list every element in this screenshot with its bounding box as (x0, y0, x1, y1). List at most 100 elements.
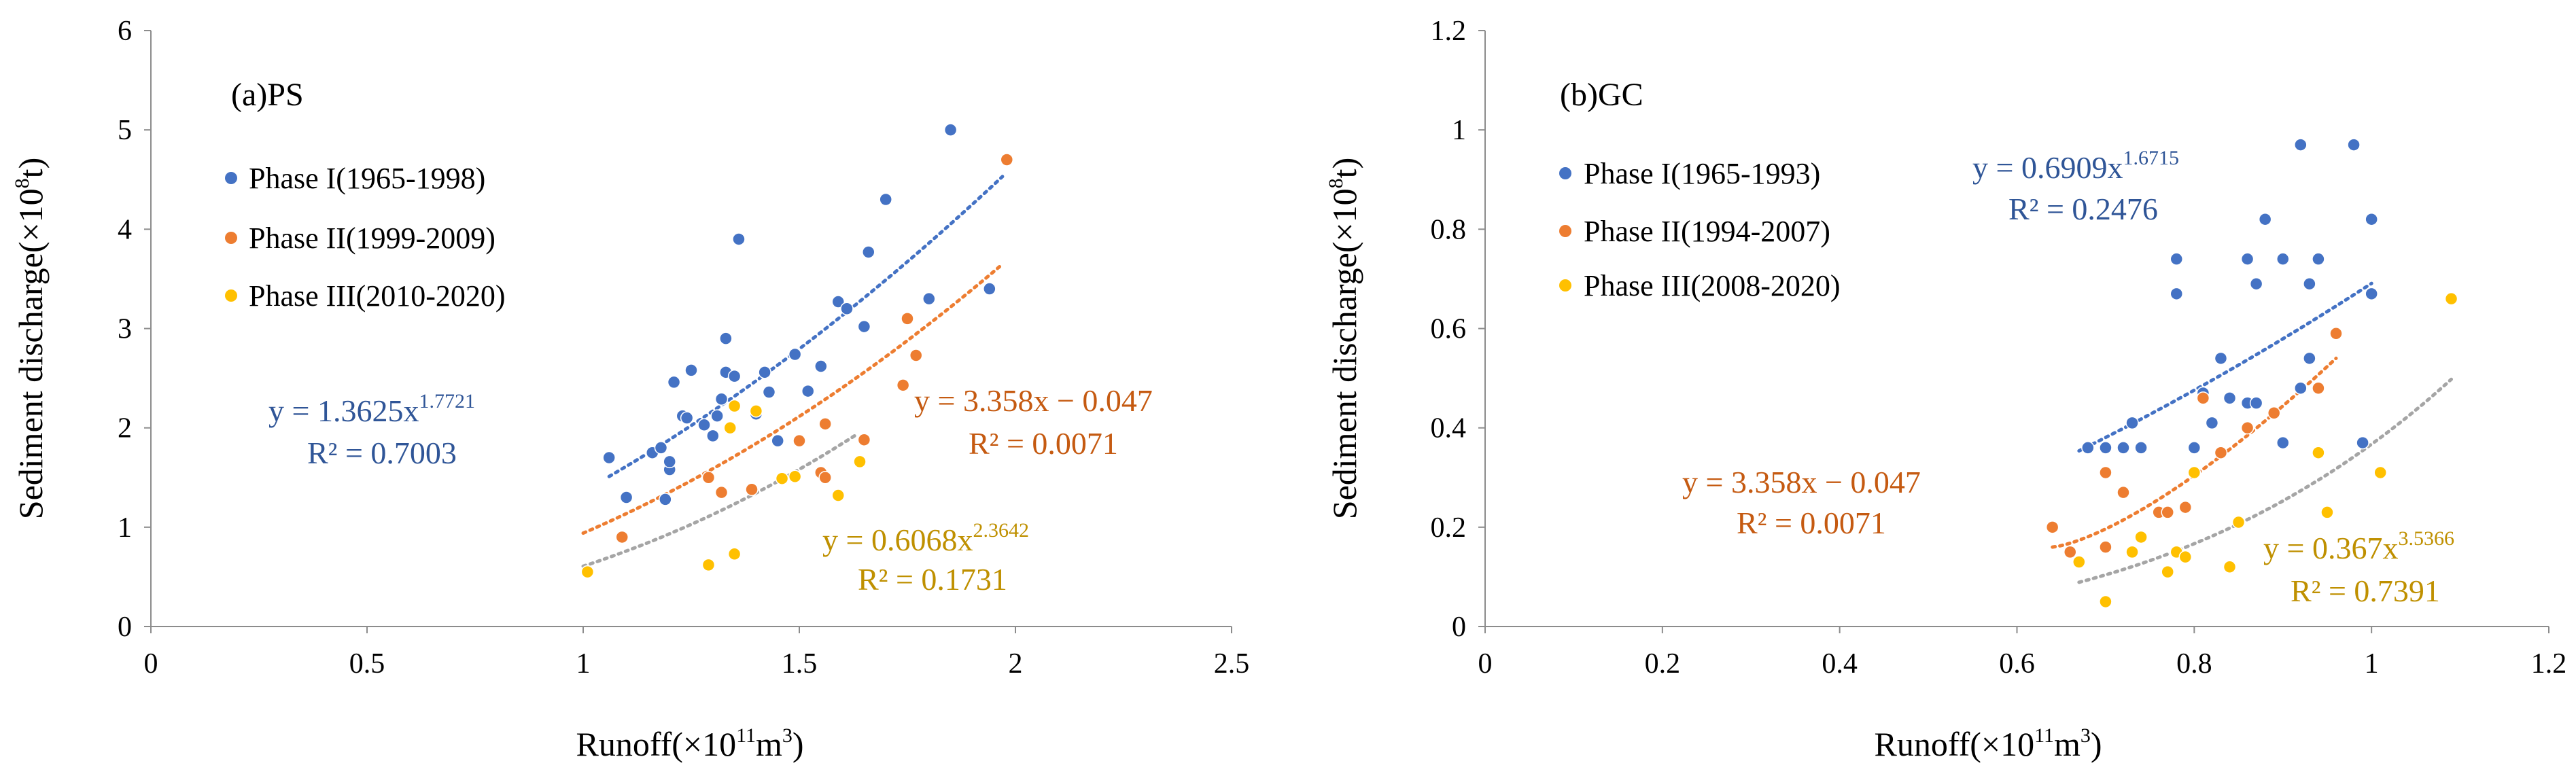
data-point-series-1 (680, 411, 694, 425)
legend-label-phase2-gc: Phase II(1994-2007) (1584, 215, 1830, 248)
data-point-series-1 (2170, 252, 2183, 266)
panel-gc: 0 0.2 0.4 0.6 0.8 1 1.2 0 0.2 0.4 0.6 0.8 1 1.2 (b)GC… (1325, 16, 2566, 763)
trendline-series-1 (607, 175, 1005, 478)
data-point-series-1 (2205, 416, 2219, 430)
y-tick-label: 0.2 (1431, 512, 1467, 544)
x-tick-label: 0.2 (1645, 648, 1681, 680)
data-point-series-1 (2347, 138, 2361, 152)
y-tick-label: 1 (118, 512, 132, 544)
data-point-series-1 (2258, 212, 2272, 226)
y-tick-label: 0 (118, 612, 132, 643)
data-point-series-1 (2294, 138, 2308, 152)
legend-label-phase3: Phase III(2010-2020) (249, 279, 506, 313)
x-tick-label: 0 (144, 648, 158, 680)
data-point-series-1 (727, 369, 742, 383)
gc-phase1-equation: y = 0.6909x1.6715 (1972, 147, 2179, 185)
data-point-series-3 (2099, 595, 2112, 609)
data-point-series-1 (2276, 436, 2290, 450)
data-point-series-1 (943, 123, 958, 137)
data-point-series-3 (2072, 555, 2086, 569)
data-point-series-3 (2312, 446, 2325, 459)
data-point-series-1 (801, 384, 815, 398)
panel-ps-points (580, 123, 1014, 579)
data-point-series-1 (2125, 416, 2139, 430)
data-point-series-2 (2161, 506, 2174, 519)
data-point-series-1 (697, 418, 711, 432)
gc-y-axis-label: Sediment discharge(×108t) (1325, 158, 1363, 519)
data-point-series-1 (857, 319, 871, 334)
panel-ps-title: (a)PS (231, 77, 304, 113)
data-point-series-1 (2099, 441, 2112, 455)
data-point-series-2 (793, 434, 806, 448)
data-point-series-1 (771, 434, 784, 448)
trendline-series-3 (581, 434, 858, 568)
gc-phase2-equation: y = 3.358x − 0.047 (1682, 465, 1921, 499)
gc-phase3-equation: y = 0.367x3.5366 (2263, 527, 2454, 565)
data-point-series-1 (2294, 381, 2308, 395)
legend-dot-phase2 (225, 232, 237, 244)
data-point-series-1 (2134, 441, 2148, 455)
ps-phase3-r2: R² = 0.1731 (858, 562, 1007, 597)
y-tick-label: 5 (118, 115, 132, 146)
data-point-series-1 (2223, 391, 2237, 405)
data-point-series-1 (2276, 252, 2290, 266)
data-point-series-1 (762, 385, 776, 399)
x-tick-label: 0.6 (1999, 648, 2035, 680)
y-tick-label: 3 (118, 314, 132, 345)
data-point-series-3 (2178, 550, 2193, 564)
data-point-series-2 (2329, 327, 2343, 340)
panel-gc-title: (b)GC (1560, 77, 1643, 113)
legend-label-phase2: Phase II(1999-2009) (249, 222, 495, 255)
x-tick-label: 2.5 (1214, 648, 1250, 680)
x-tick-label: 0.8 (2176, 648, 2212, 680)
data-point-series-1 (2356, 436, 2369, 450)
data-point-series-2 (2117, 485, 2130, 499)
gc-phase3-r2: R² = 0.7391 (2291, 574, 2440, 608)
ps-y-axis-label: Sediment discharge(×108t) (11, 158, 50, 519)
data-point-series-1 (2249, 396, 2263, 410)
panel-gc-points (2045, 138, 2458, 609)
data-point-series-1 (663, 455, 676, 469)
data-point-series-2 (2240, 421, 2255, 435)
ps-phase2-r2: R² = 0.0071 (969, 426, 1118, 461)
panel-gc-legend: Phase I(1965-1993) Phase II(1994-2007) P… (1559, 157, 1841, 302)
y-tick-label: 0.4 (1431, 413, 1467, 444)
data-point-series-3 (853, 455, 867, 469)
panel-ps-legend: Phase I(1965-1998) Phase II(1999-2009) P… (225, 162, 506, 313)
data-point-series-3 (775, 472, 789, 485)
data-point-series-1 (2303, 351, 2316, 366)
data-point-series-1 (983, 282, 996, 296)
data-point-series-2 (2178, 500, 2193, 514)
data-point-series-1 (2240, 252, 2255, 266)
data-point-series-1 (710, 409, 724, 423)
data-point-series-1 (840, 302, 854, 316)
data-point-series-2 (2214, 446, 2228, 459)
data-point-series-1 (714, 392, 729, 406)
data-point-series-2 (1000, 153, 1014, 166)
data-point-series-3 (580, 565, 595, 579)
data-point-series-1 (788, 347, 802, 361)
data-point-series-3 (2161, 565, 2174, 579)
data-point-series-2 (2196, 391, 2210, 405)
data-point-series-3 (2373, 465, 2387, 480)
data-point-series-1 (2170, 287, 2183, 301)
data-point-series-2 (2064, 545, 2077, 559)
data-point-series-2 (818, 417, 832, 431)
data-point-series-1 (2214, 351, 2228, 366)
data-point-series-1 (2081, 441, 2095, 455)
y-tick-label: 1.2 (1431, 16, 1467, 47)
data-point-series-1 (2187, 441, 2201, 455)
ps-phase1-equation: y = 1.3625x1.7721 (268, 390, 475, 428)
x-tick-label: 1.2 (2531, 648, 2567, 680)
data-point-series-2 (909, 349, 923, 362)
y-tick-label: 6 (118, 16, 132, 47)
data-point-series-2 (2099, 540, 2112, 554)
data-point-series-3 (2231, 515, 2246, 529)
panel-ps: 0 0.5 1 1.5 2 2.5 0 1 2 3 4 5 6 (a)PS Phase I(1965-1… (11, 16, 1249, 763)
x-tick-label: 1 (2365, 648, 2379, 680)
data-point-series-2 (714, 485, 729, 499)
data-point-series-1 (2365, 287, 2378, 301)
ps-phase1-r2: R² = 0.7003 (307, 436, 457, 470)
x-tick-label: 0.5 (349, 648, 385, 680)
data-point-series-1 (684, 364, 698, 377)
